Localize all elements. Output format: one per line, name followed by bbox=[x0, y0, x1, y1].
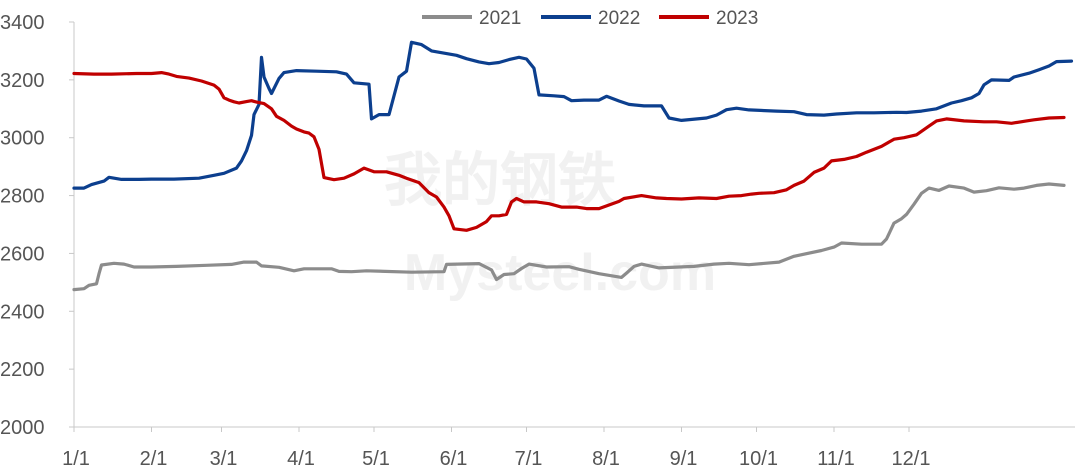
series-group bbox=[72, 40, 1074, 292]
x-tick-label: 11/1 bbox=[817, 448, 854, 470]
y-tick-label: 3200 bbox=[0, 70, 45, 92]
x-tick-label: 7/1 bbox=[515, 448, 543, 470]
x-tick-label: 12/1 bbox=[892, 448, 931, 470]
y-tick-label: 2400 bbox=[0, 301, 45, 323]
y-tick-label: 2800 bbox=[0, 186, 45, 208]
x-tick-label: 8/1 bbox=[592, 448, 620, 470]
series-line-2022 bbox=[72, 40, 1074, 190]
x-tick-label: 6/1 bbox=[440, 448, 468, 470]
axes bbox=[73, 22, 1075, 428]
y-ticks: 2000 2200 2400 2600 2800 3000 3200 3400 bbox=[0, 12, 74, 439]
x-tick-label: 4/1 bbox=[287, 448, 315, 470]
x-tick-label: 5/1 bbox=[362, 448, 390, 470]
legend-label-2022: 2022 bbox=[598, 8, 640, 29]
series-line-2023 bbox=[72, 71, 1066, 232]
y-tick-label: 3000 bbox=[0, 128, 45, 150]
x-tick-label: 9/1 bbox=[670, 448, 698, 470]
x-tick-label: 2/1 bbox=[140, 448, 168, 470]
watermark-bottom: Mysteel.com bbox=[404, 244, 716, 302]
legend: 2021 2022 2023 bbox=[422, 8, 758, 29]
watermark-top: 我的钢铁 bbox=[384, 148, 616, 213]
x-tick-label: 3/1 bbox=[210, 448, 238, 470]
y-tick-label: 2200 bbox=[0, 359, 45, 381]
watermark: 我的钢铁 Mysteel.com bbox=[384, 148, 716, 302]
series-line-2021 bbox=[72, 182, 1066, 292]
y-tick-label: 2600 bbox=[0, 243, 45, 265]
x-tick-label: 10/1 bbox=[739, 448, 778, 470]
x-tick-label: 1/1 bbox=[62, 448, 90, 470]
legend-label-2023: 2023 bbox=[716, 8, 758, 29]
x-ticks: 1/1 2/1 3/1 4/1 5/1 6/1 7/1 8/1 9/1 10/1 11/1 12/1 bbox=[62, 427, 930, 470]
y-tick-label: 2000 bbox=[0, 417, 45, 439]
legend-label-2021: 2021 bbox=[479, 8, 521, 29]
y-tick-label: 3400 bbox=[0, 12, 45, 34]
